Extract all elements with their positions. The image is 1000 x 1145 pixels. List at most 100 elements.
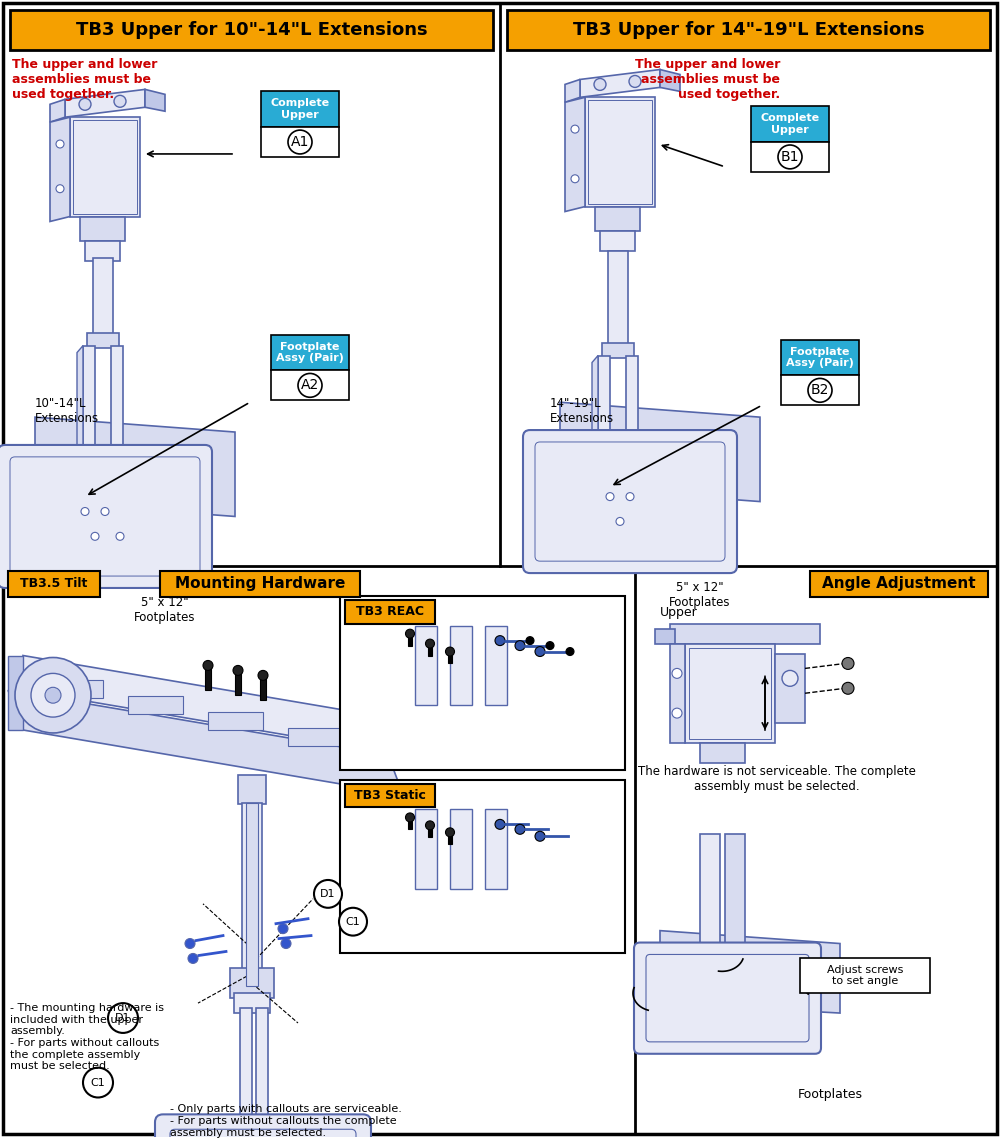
Text: B2: B2 <box>811 384 829 397</box>
Bar <box>260 676 266 701</box>
Circle shape <box>842 657 854 670</box>
Polygon shape <box>65 89 145 117</box>
Text: TB3 REAC: TB3 REAC <box>356 606 424 618</box>
Bar <box>685 643 775 743</box>
Bar <box>288 728 343 745</box>
Bar <box>408 818 412 829</box>
Polygon shape <box>565 97 585 212</box>
Bar <box>345 600 435 624</box>
Circle shape <box>546 641 554 649</box>
Bar <box>655 629 675 643</box>
Circle shape <box>31 673 75 717</box>
Circle shape <box>616 518 624 526</box>
Bar <box>448 652 452 663</box>
Bar <box>261 127 339 157</box>
Bar <box>700 835 720 954</box>
Circle shape <box>233 665 243 676</box>
Circle shape <box>515 640 525 650</box>
Circle shape <box>185 939 195 948</box>
Bar <box>234 993 270 1013</box>
Text: TB3 Static: TB3 Static <box>354 789 426 802</box>
Bar <box>810 571 988 597</box>
Bar <box>428 643 432 655</box>
Circle shape <box>15 657 91 733</box>
Bar <box>751 106 829 142</box>
Bar <box>271 334 349 371</box>
Text: Complete
Upper: Complete Upper <box>270 98 330 120</box>
Polygon shape <box>8 655 23 731</box>
Circle shape <box>426 639 434 648</box>
Polygon shape <box>50 117 70 221</box>
Bar <box>240 1008 252 1137</box>
Text: Adjust screws
to set angle: Adjust screws to set angle <box>827 964 903 986</box>
Polygon shape <box>580 70 660 97</box>
Circle shape <box>778 145 802 168</box>
Circle shape <box>672 669 682 678</box>
Polygon shape <box>670 624 820 643</box>
FancyBboxPatch shape <box>634 942 821 1053</box>
Circle shape <box>288 131 312 153</box>
Circle shape <box>281 939 291 948</box>
Circle shape <box>339 908 367 935</box>
Bar <box>10 10 493 49</box>
FancyBboxPatch shape <box>155 1114 371 1145</box>
Bar <box>238 775 266 805</box>
Text: 5" x 12"
Footplates: 5" x 12" Footplates <box>669 581 731 609</box>
Circle shape <box>298 373 322 397</box>
Bar <box>751 142 829 172</box>
Circle shape <box>672 708 682 718</box>
Bar <box>585 97 655 206</box>
Circle shape <box>81 507 89 515</box>
Bar <box>415 625 437 705</box>
Circle shape <box>446 828 454 837</box>
Bar <box>781 376 859 405</box>
Text: Mounting Hardware: Mounting Hardware <box>175 576 345 592</box>
Bar <box>600 231 635 251</box>
Bar <box>689 648 771 739</box>
Circle shape <box>626 492 634 500</box>
Text: TB3 Upper for 14"-19"L Extensions: TB3 Upper for 14"-19"L Extensions <box>573 21 924 39</box>
Text: - Only parts with callouts are serviceable.
- For parts without callouts the com: - Only parts with callouts are serviceab… <box>170 1105 402 1138</box>
Text: 5" x 12"
Footplates: 5" x 12" Footplates <box>134 595 196 624</box>
Circle shape <box>45 687 61 703</box>
Bar <box>8 571 100 597</box>
Circle shape <box>116 532 124 540</box>
Text: TB3 Upper for 10"-14"L Extensions: TB3 Upper for 10"-14"L Extensions <box>76 21 427 39</box>
Text: Footplate
Assy (Pair): Footplate Assy (Pair) <box>786 347 854 369</box>
Polygon shape <box>592 356 598 495</box>
Bar <box>128 696 183 714</box>
Bar <box>602 342 634 357</box>
Bar <box>48 680 103 698</box>
Polygon shape <box>560 402 760 502</box>
Circle shape <box>203 661 213 671</box>
Text: Complete
Upper: Complete Upper <box>760 113 820 135</box>
Polygon shape <box>77 346 83 484</box>
Text: A1: A1 <box>291 135 309 149</box>
Bar <box>93 259 113 338</box>
Text: Upper: Upper <box>660 606 698 618</box>
Bar <box>800 958 930 993</box>
Bar <box>408 633 412 646</box>
Text: TB3.5 Tilt: TB3.5 Tilt <box>20 577 88 591</box>
Circle shape <box>188 954 198 963</box>
Polygon shape <box>35 417 235 516</box>
Text: 10"-14"L
Extensions: 10"-14"L Extensions <box>35 397 99 425</box>
Circle shape <box>571 125 579 133</box>
Circle shape <box>808 378 832 402</box>
Polygon shape <box>8 690 403 795</box>
Text: 14"-19"L
Extensions: 14"-19"L Extensions <box>550 397 614 425</box>
Circle shape <box>782 671 798 686</box>
Bar <box>775 654 805 722</box>
Circle shape <box>446 647 454 656</box>
Circle shape <box>406 630 415 638</box>
Text: C1: C1 <box>91 1077 105 1088</box>
Circle shape <box>526 637 534 645</box>
Circle shape <box>495 820 505 829</box>
Bar <box>588 101 652 204</box>
Bar <box>160 571 360 597</box>
Bar <box>208 712 263 731</box>
Circle shape <box>114 95 126 108</box>
Circle shape <box>278 924 288 933</box>
Polygon shape <box>565 79 580 102</box>
Bar <box>230 969 274 998</box>
